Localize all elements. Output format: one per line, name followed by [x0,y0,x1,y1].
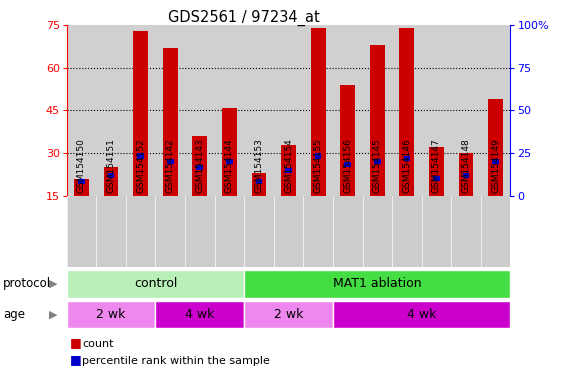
Text: age: age [3,308,25,321]
Text: ▶: ▶ [49,310,57,319]
Text: ■: ■ [70,336,81,349]
Bar [163,48,177,196]
Bar [167,159,173,164]
Bar [311,28,325,196]
Bar [137,153,144,159]
Text: ▶: ▶ [49,279,57,289]
Text: 2 wk: 2 wk [96,308,126,321]
Bar [281,145,296,196]
Text: protocol: protocol [3,277,51,290]
Bar [108,173,114,179]
Bar [370,45,385,196]
Bar [67,270,244,298]
Bar [74,179,89,196]
Text: count: count [82,339,114,349]
Bar [374,159,380,164]
Text: 2 wk: 2 wk [274,308,303,321]
Bar [333,301,510,328]
Text: 4 wk: 4 wk [407,308,436,321]
Bar [404,156,410,161]
Bar [104,167,118,196]
Bar [463,173,469,179]
Bar [433,176,440,181]
Bar [256,179,262,184]
Text: ■: ■ [70,353,81,366]
Bar [197,165,203,170]
Text: GDS2561 / 97234_at: GDS2561 / 97234_at [168,10,320,26]
Bar [400,28,414,196]
Bar [133,31,148,196]
Bar [429,147,444,196]
Bar [285,168,292,173]
Bar [78,179,85,184]
Bar [222,108,237,196]
Bar [226,159,233,164]
Bar [155,301,244,328]
Text: 4 wk: 4 wk [185,308,215,321]
Bar [244,301,333,328]
Bar [244,270,510,298]
Bar [459,153,473,196]
Text: percentile rank within the sample: percentile rank within the sample [82,356,270,366]
Bar [340,85,355,196]
Bar [345,162,351,167]
Bar [252,173,266,196]
Bar [488,99,503,196]
Text: control: control [134,277,177,290]
Bar [315,153,321,159]
Bar [492,159,499,164]
Bar [193,136,207,196]
Bar [67,301,155,328]
Text: MAT1 ablation: MAT1 ablation [333,277,422,290]
